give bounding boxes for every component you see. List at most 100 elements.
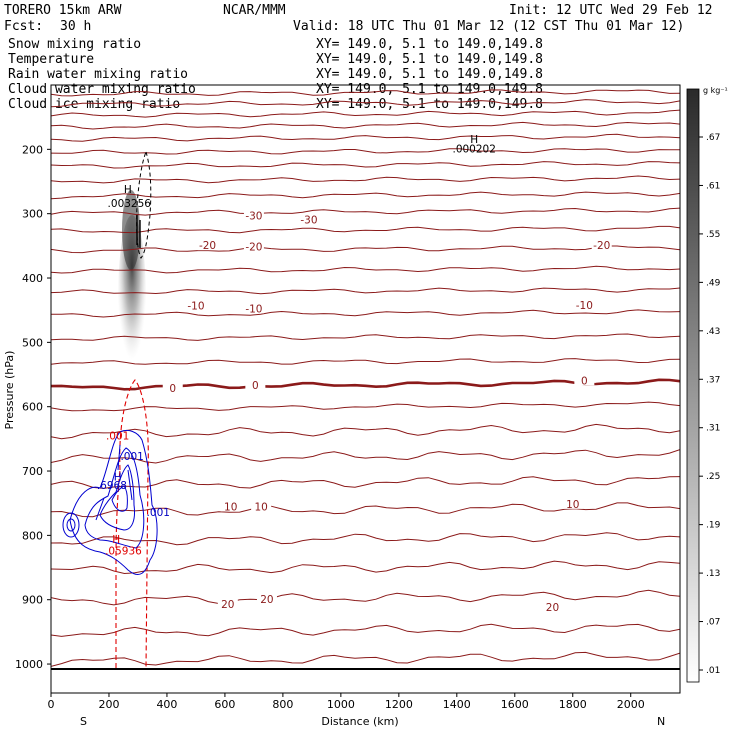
colorbar-gradient	[686, 88, 700, 683]
cloud-ice-contour-inner	[136, 215, 141, 248]
x-tick-label-6: 1200	[385, 698, 413, 711]
x-tick-label-5: 1000	[327, 698, 355, 711]
temp-label-6: -10	[245, 303, 262, 315]
field-xy-cloud-water: XY= 149.0, 5.1 to 149.0,149.8	[316, 82, 543, 97]
y-tick-label-7: 900	[22, 594, 43, 607]
x-axis-end-label: N	[657, 715, 665, 728]
field-xy-cloud-ice: XY= 149.0, 5.1 to 149.0,149.8	[316, 97, 543, 112]
y-axis: 200 300 400 500 600 700 800 900 1000	[15, 143, 51, 671]
isotherm-20	[51, 449, 680, 464]
field-name-snow: Snow mixing ratio	[8, 37, 141, 52]
field-name-temperature: Temperature	[8, 52, 94, 67]
isotherm-12	[51, 265, 680, 274]
x-tick-label-9: 1800	[559, 698, 587, 711]
init-time: Init: 12 UTC Wed 29 Feb 12	[509, 3, 713, 18]
field-name-cloud-water: Cloud water mixing ratio	[8, 82, 196, 97]
field-legend: Snow mixing ratio XY= 149.0, 5.1 to 149.…	[8, 37, 543, 112]
temp-label-9: 0	[252, 380, 259, 392]
isotherm-8	[51, 191, 680, 200]
isotherm-7	[51, 175, 680, 184]
x-tick-label-10: 2000	[617, 698, 645, 711]
isotherm-1	[51, 99, 680, 108]
colorbar-label-10: .61	[706, 181, 720, 191]
temp-label-bg-2	[197, 239, 218, 251]
temp-label-2: -20	[199, 240, 216, 252]
temp-label-bg-3	[243, 240, 264, 252]
org-label: NCAR/MMM	[223, 3, 286, 18]
cloud-water-label-1: .6968	[97, 480, 127, 492]
field-xy-rain: XY= 149.0, 5.1 to 149.0,149.8	[316, 67, 543, 82]
temp-label-bg-0	[243, 209, 264, 221]
isotherm-24	[51, 560, 680, 575]
cloud-ice-contour	[136, 150, 152, 259]
colorbar: .01 .07 .13 .19 .25 .31 .37 .43 .49 .55 .61 .67 g k…	[686, 86, 728, 683]
temp-label-1: -30	[300, 214, 317, 226]
temp-label-bg-15	[256, 593, 277, 605]
model-title: TORERO 15km ARW	[4, 3, 122, 18]
colorbar-label-3: .19	[706, 521, 721, 531]
isotherm-23	[51, 532, 680, 546]
temp-label-bg-1	[298, 213, 319, 225]
temp-label-bg-11	[220, 500, 241, 512]
temp-label-11: 10	[224, 501, 237, 513]
temp-label-16: 20	[546, 602, 559, 614]
x-tick-label-7: 1400	[443, 698, 471, 711]
field-name-cloud-ice: Cloud ice mixing ratio	[8, 97, 180, 112]
rain-label-1: .05936	[105, 546, 142, 558]
y-tick-label-5: 700	[22, 465, 43, 478]
temp-label-bg-6	[243, 302, 264, 314]
y-tick-label-0: 200	[22, 143, 43, 156]
temp-label-3: -20	[245, 241, 262, 253]
x-axis: 0 200 400 600 800 1000 1200 1400 1600 1800 2000	[48, 693, 645, 711]
isotherm-10	[51, 225, 680, 234]
temp-label-4: -20	[593, 240, 610, 252]
max-marker-2: H	[114, 472, 122, 484]
colorbar-label-8: .49	[706, 278, 721, 288]
x-tick-label-3: 600	[214, 698, 235, 711]
colorbar-label-1: .07	[706, 618, 720, 628]
temp-label-8: 0	[169, 383, 176, 395]
colorbar-label-5: .31	[706, 424, 720, 434]
x-tick-label-4: 800	[272, 698, 293, 711]
cloud-water-label-0: .001	[120, 451, 143, 463]
temp-label-bg-5	[185, 299, 206, 311]
isotherm-2	[51, 109, 680, 118]
colorbar-label-11: .67	[706, 133, 720, 143]
isotherm-19	[51, 423, 680, 440]
field-xy-snow: XY= 149.0, 5.1 to 149.0,149.8	[316, 37, 543, 52]
rain-water-contour	[115, 379, 149, 669]
forecast-value: 30 h	[60, 19, 91, 34]
isotherm-4	[51, 133, 680, 142]
x-tick-label-0: 0	[48, 698, 55, 711]
contour-annotations: H H H H .003256 .000202 .001 .05936 .001 .6968 .00…	[97, 134, 496, 558]
y-tick-label-8: 1000	[15, 658, 43, 671]
temp-label-15: 20	[260, 594, 273, 606]
temp-label-0: -30	[245, 211, 262, 223]
temp-label-bg-14	[217, 598, 238, 610]
temp-label-13: 10	[566, 499, 579, 511]
isotherm-6	[51, 161, 680, 169]
ice-max-label: .000202	[452, 144, 495, 156]
isotherm-0	[51, 89, 680, 97]
temp-label-bg-4	[591, 239, 612, 251]
temp-label-5: -10	[187, 301, 204, 313]
y-tick-label-1: 300	[22, 208, 43, 221]
isotherm-27	[51, 651, 680, 667]
isotherm-16	[51, 358, 680, 365]
temp-label-10: 0	[581, 375, 588, 387]
colorbar-ticks: .01 .07 .13 .19 .25 .31 .37 .43 .49 .55 .61 .67	[699, 133, 721, 676]
temp-label-bg-13	[562, 497, 583, 509]
y-tick-label-3: 500	[22, 336, 43, 349]
isotherm-22	[51, 502, 680, 518]
temp-label-bg-9	[245, 378, 266, 390]
max-marker-0: H	[124, 184, 132, 196]
temp-label-12: 10	[254, 501, 267, 513]
colorbar-label-4: .25	[706, 472, 720, 482]
rain-label-0: .001	[106, 431, 129, 443]
isotherm-3	[51, 121, 680, 130]
plot-frame	[50, 84, 681, 694]
colorbar-label-7: .43	[706, 327, 720, 337]
y-tick-label-2: 400	[22, 272, 43, 285]
